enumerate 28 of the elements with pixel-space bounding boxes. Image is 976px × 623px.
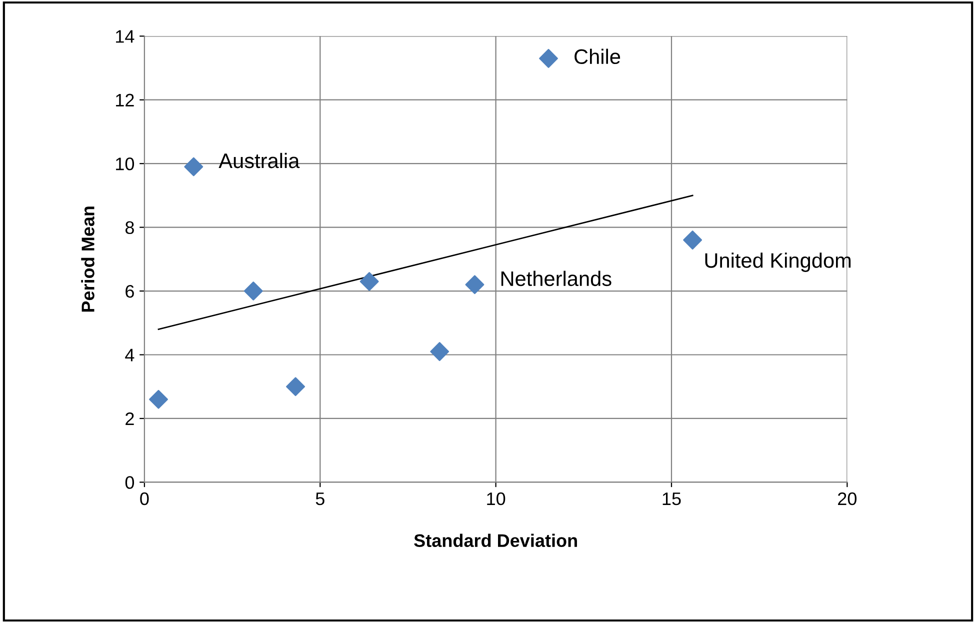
y-axis-title: Period Mean (81, 206, 94, 312)
point (149, 390, 168, 409)
x-tick-label: 5 (316, 492, 324, 506)
point (244, 282, 263, 301)
y-tick-label: 6 (126, 284, 134, 298)
y-tick-label: 0 (125, 476, 134, 489)
x-tick-label: 15 (662, 492, 681, 506)
annotation: Netherlands (501, 270, 612, 286)
annotation: Australia (218, 152, 300, 168)
x-axis-title: Standard Deviation (414, 534, 577, 548)
y-tick-label: 10 (116, 158, 134, 170)
y-tick-label: 14 (116, 30, 134, 43)
y-tick-label: 12 (116, 94, 134, 106)
x-tick-label: 20 (838, 492, 857, 506)
point (286, 377, 306, 396)
y-tick-label: 4 (125, 348, 134, 362)
y-tick-label: 8 (125, 221, 134, 234)
point (539, 48, 558, 68)
y-tick-label: 2 (126, 412, 134, 426)
point (465, 275, 484, 294)
annotation: Chile (574, 48, 620, 64)
point (184, 157, 204, 176)
point (683, 230, 702, 250)
annotation: United Kingdom (705, 252, 851, 272)
point (430, 342, 450, 362)
point (360, 272, 379, 291)
x-tick-label: 0 (140, 492, 149, 506)
x-tick-label: 10 (487, 492, 506, 506)
